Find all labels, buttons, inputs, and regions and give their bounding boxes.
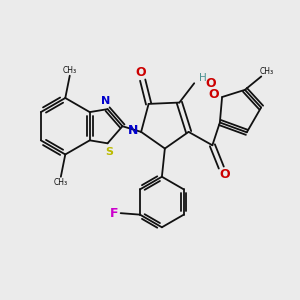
- Text: N: N: [128, 124, 138, 137]
- Text: S: S: [105, 147, 113, 157]
- Text: O: O: [205, 77, 216, 90]
- Text: CH₃: CH₃: [260, 67, 274, 76]
- Text: N: N: [101, 96, 111, 106]
- Text: H: H: [199, 73, 207, 83]
- Text: CH₃: CH₃: [54, 178, 68, 187]
- Text: O: O: [208, 88, 219, 101]
- Text: CH₃: CH₃: [63, 66, 77, 75]
- Text: O: O: [219, 169, 230, 182]
- Text: F: F: [110, 207, 118, 220]
- Text: O: O: [135, 66, 146, 79]
